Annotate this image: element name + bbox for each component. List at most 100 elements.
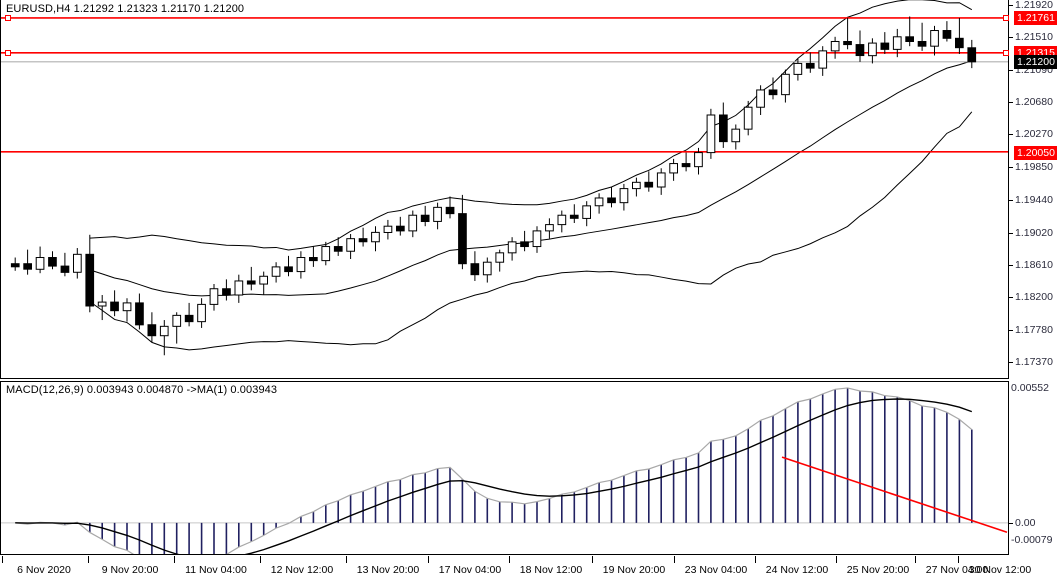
price-tick-mark — [1009, 70, 1013, 72]
price-tick-label: 1.18200 — [1015, 290, 1053, 303]
price-tick-label: 1.17780 — [1015, 323, 1053, 336]
candle-body-bearish — [955, 37, 964, 49]
macd-panel-left-border — [0, 382, 1, 554]
macd-axis-scale[interactable]: 0.00552 0.00 -0.00079 — [1009, 381, 1057, 555]
candle-body-bullish — [482, 261, 492, 276]
macd-tick-label: -0.00079 — [1011, 534, 1053, 546]
price-tick-mark — [1009, 134, 1013, 136]
macd-main-line — [15, 387, 973, 554]
candle-body-bullish — [632, 181, 641, 190]
candle-body-bearish — [855, 44, 865, 57]
price-tick-label: 1.19020 — [1015, 226, 1053, 239]
candle-body-bearish — [333, 246, 343, 252]
candle-body-bearish — [309, 257, 318, 262]
candle-body-bullish — [259, 275, 268, 285]
price-plot-area[interactable] — [1, 0, 1008, 378]
candle-body-bearish — [644, 181, 654, 188]
time-tick-mark — [88, 556, 89, 563]
time-tick-mark — [674, 556, 675, 563]
candle-body-bullish — [296, 257, 306, 273]
time-tick-mark — [836, 556, 837, 563]
candle-body-bullish — [234, 280, 244, 296]
candle-body-bullish — [743, 106, 753, 130]
price-axis-scale[interactable]: 1.21920 1.21510 1.21090 1.20680 1.20270 1.198… — [1009, 0, 1057, 379]
candle-body-bullish — [532, 230, 542, 248]
candle-body-bullish — [172, 314, 182, 327]
candle-body-bearish — [445, 206, 455, 215]
level-handle-right-1-21315[interactable] — [1003, 49, 1009, 56]
candle-body-bearish — [60, 265, 70, 273]
time-tick-mark — [174, 556, 175, 563]
candle-body-bearish — [719, 114, 728, 143]
price-level-label-1-21761[interactable]: 1.21761 — [1014, 11, 1057, 26]
time-tick-mark — [2, 556, 3, 563]
candlestick-series — [10, 16, 977, 356]
candle-body-bearish — [905, 36, 914, 42]
candle-body-bullish — [209, 288, 219, 305]
candle-body-bearish — [147, 324, 157, 337]
candle-body-bullish — [495, 252, 505, 263]
time-tick-label: 27 Nov 04:00 — [925, 564, 989, 576]
bollinger-middle-band — [89, 60, 972, 297]
price-tick-mark — [1009, 102, 1013, 104]
candle-body-bearish — [222, 288, 231, 296]
candle-body-bullish — [669, 163, 678, 174]
price-tick-label: 1.17370 — [1015, 356, 1053, 369]
candle-body-bullish — [35, 257, 45, 270]
time-tick-mark — [958, 556, 959, 563]
candle-body-bearish — [184, 314, 194, 323]
candle-body-bullish — [582, 205, 591, 219]
candle-body-bullish — [868, 42, 877, 57]
time-tick-label: 17 Nov 04:00 — [438, 564, 502, 576]
candle-body-bearish — [967, 47, 977, 63]
time-tick-mark — [915, 556, 916, 563]
price-tick-label: 1.18610 — [1015, 258, 1053, 271]
price-tick-mark — [1009, 199, 1013, 201]
price-panel-left-border — [0, 0, 1, 378]
candle-body-bullish — [197, 303, 206, 323]
price-level-label-1-21200[interactable]: 1.21200 — [1014, 55, 1057, 70]
price-tick-label: 1.19440 — [1015, 193, 1053, 206]
candle-body-bullish — [731, 128, 741, 143]
time-tick-label: 24 Nov 12:00 — [765, 564, 829, 576]
price-chart-panel[interactable] — [0, 0, 1009, 379]
candle-body-bullish — [656, 172, 666, 188]
level-handle-1-21761[interactable] — [5, 14, 11, 21]
price-level-label-1-20050[interactable]: 1.20050 — [1014, 145, 1057, 160]
macd-plot-area[interactable] — [1, 382, 1008, 554]
candle-body-bearish — [358, 238, 368, 243]
time-tick-mark — [346, 556, 347, 563]
candle-body-bearish — [284, 266, 293, 273]
bollinger-lower-band — [89, 111, 973, 351]
level-handle-1-21315[interactable] — [5, 49, 11, 56]
candle-body-bearish — [10, 263, 20, 268]
time-tick-label: 13 Nov 20:00 — [356, 564, 420, 576]
level-handle-right-1-21761[interactable] — [1003, 14, 1009, 21]
price-tick-mark — [1009, 296, 1013, 298]
macd-trendline[interactable] — [781, 456, 1008, 534]
candle-body-bullish — [122, 302, 132, 312]
candle-body-bearish — [805, 62, 815, 69]
time-tick-mark — [428, 556, 429, 563]
candle-body-bullish — [97, 301, 107, 307]
time-tick-label: 9 Nov 20:00 — [101, 564, 159, 576]
time-tick-mark — [755, 556, 756, 563]
time-axis-scale[interactable]: 6 Nov 2020 9 Nov 20:00 11 Nov 04:00 12 Nov … — [0, 556, 1057, 584]
candle-body-bearish — [942, 30, 952, 39]
candle-body-bullish — [793, 62, 803, 75]
price-tick-mark — [1009, 362, 1013, 364]
candle-body-bearish — [246, 280, 256, 285]
macd-indicator-panel[interactable] — [0, 381, 1009, 555]
time-tick-label: 30 Nov 12:00 — [968, 564, 1032, 576]
candle-body-bullish — [756, 89, 765, 108]
candle-body-bearish — [681, 163, 691, 168]
price-tick-label: 1.21920 — [1015, 0, 1053, 11]
price-tick-label: 1.20680 — [1015, 96, 1053, 109]
time-tick-mark — [509, 556, 510, 563]
candle-body-bullish — [507, 241, 517, 254]
candle-body-bullish — [706, 114, 716, 154]
candle-body-bearish — [569, 214, 579, 219]
macd-histogram — [26, 387, 973, 554]
price-tick-mark — [1009, 232, 1013, 234]
price-tick-label: 1.19850 — [1015, 161, 1053, 174]
